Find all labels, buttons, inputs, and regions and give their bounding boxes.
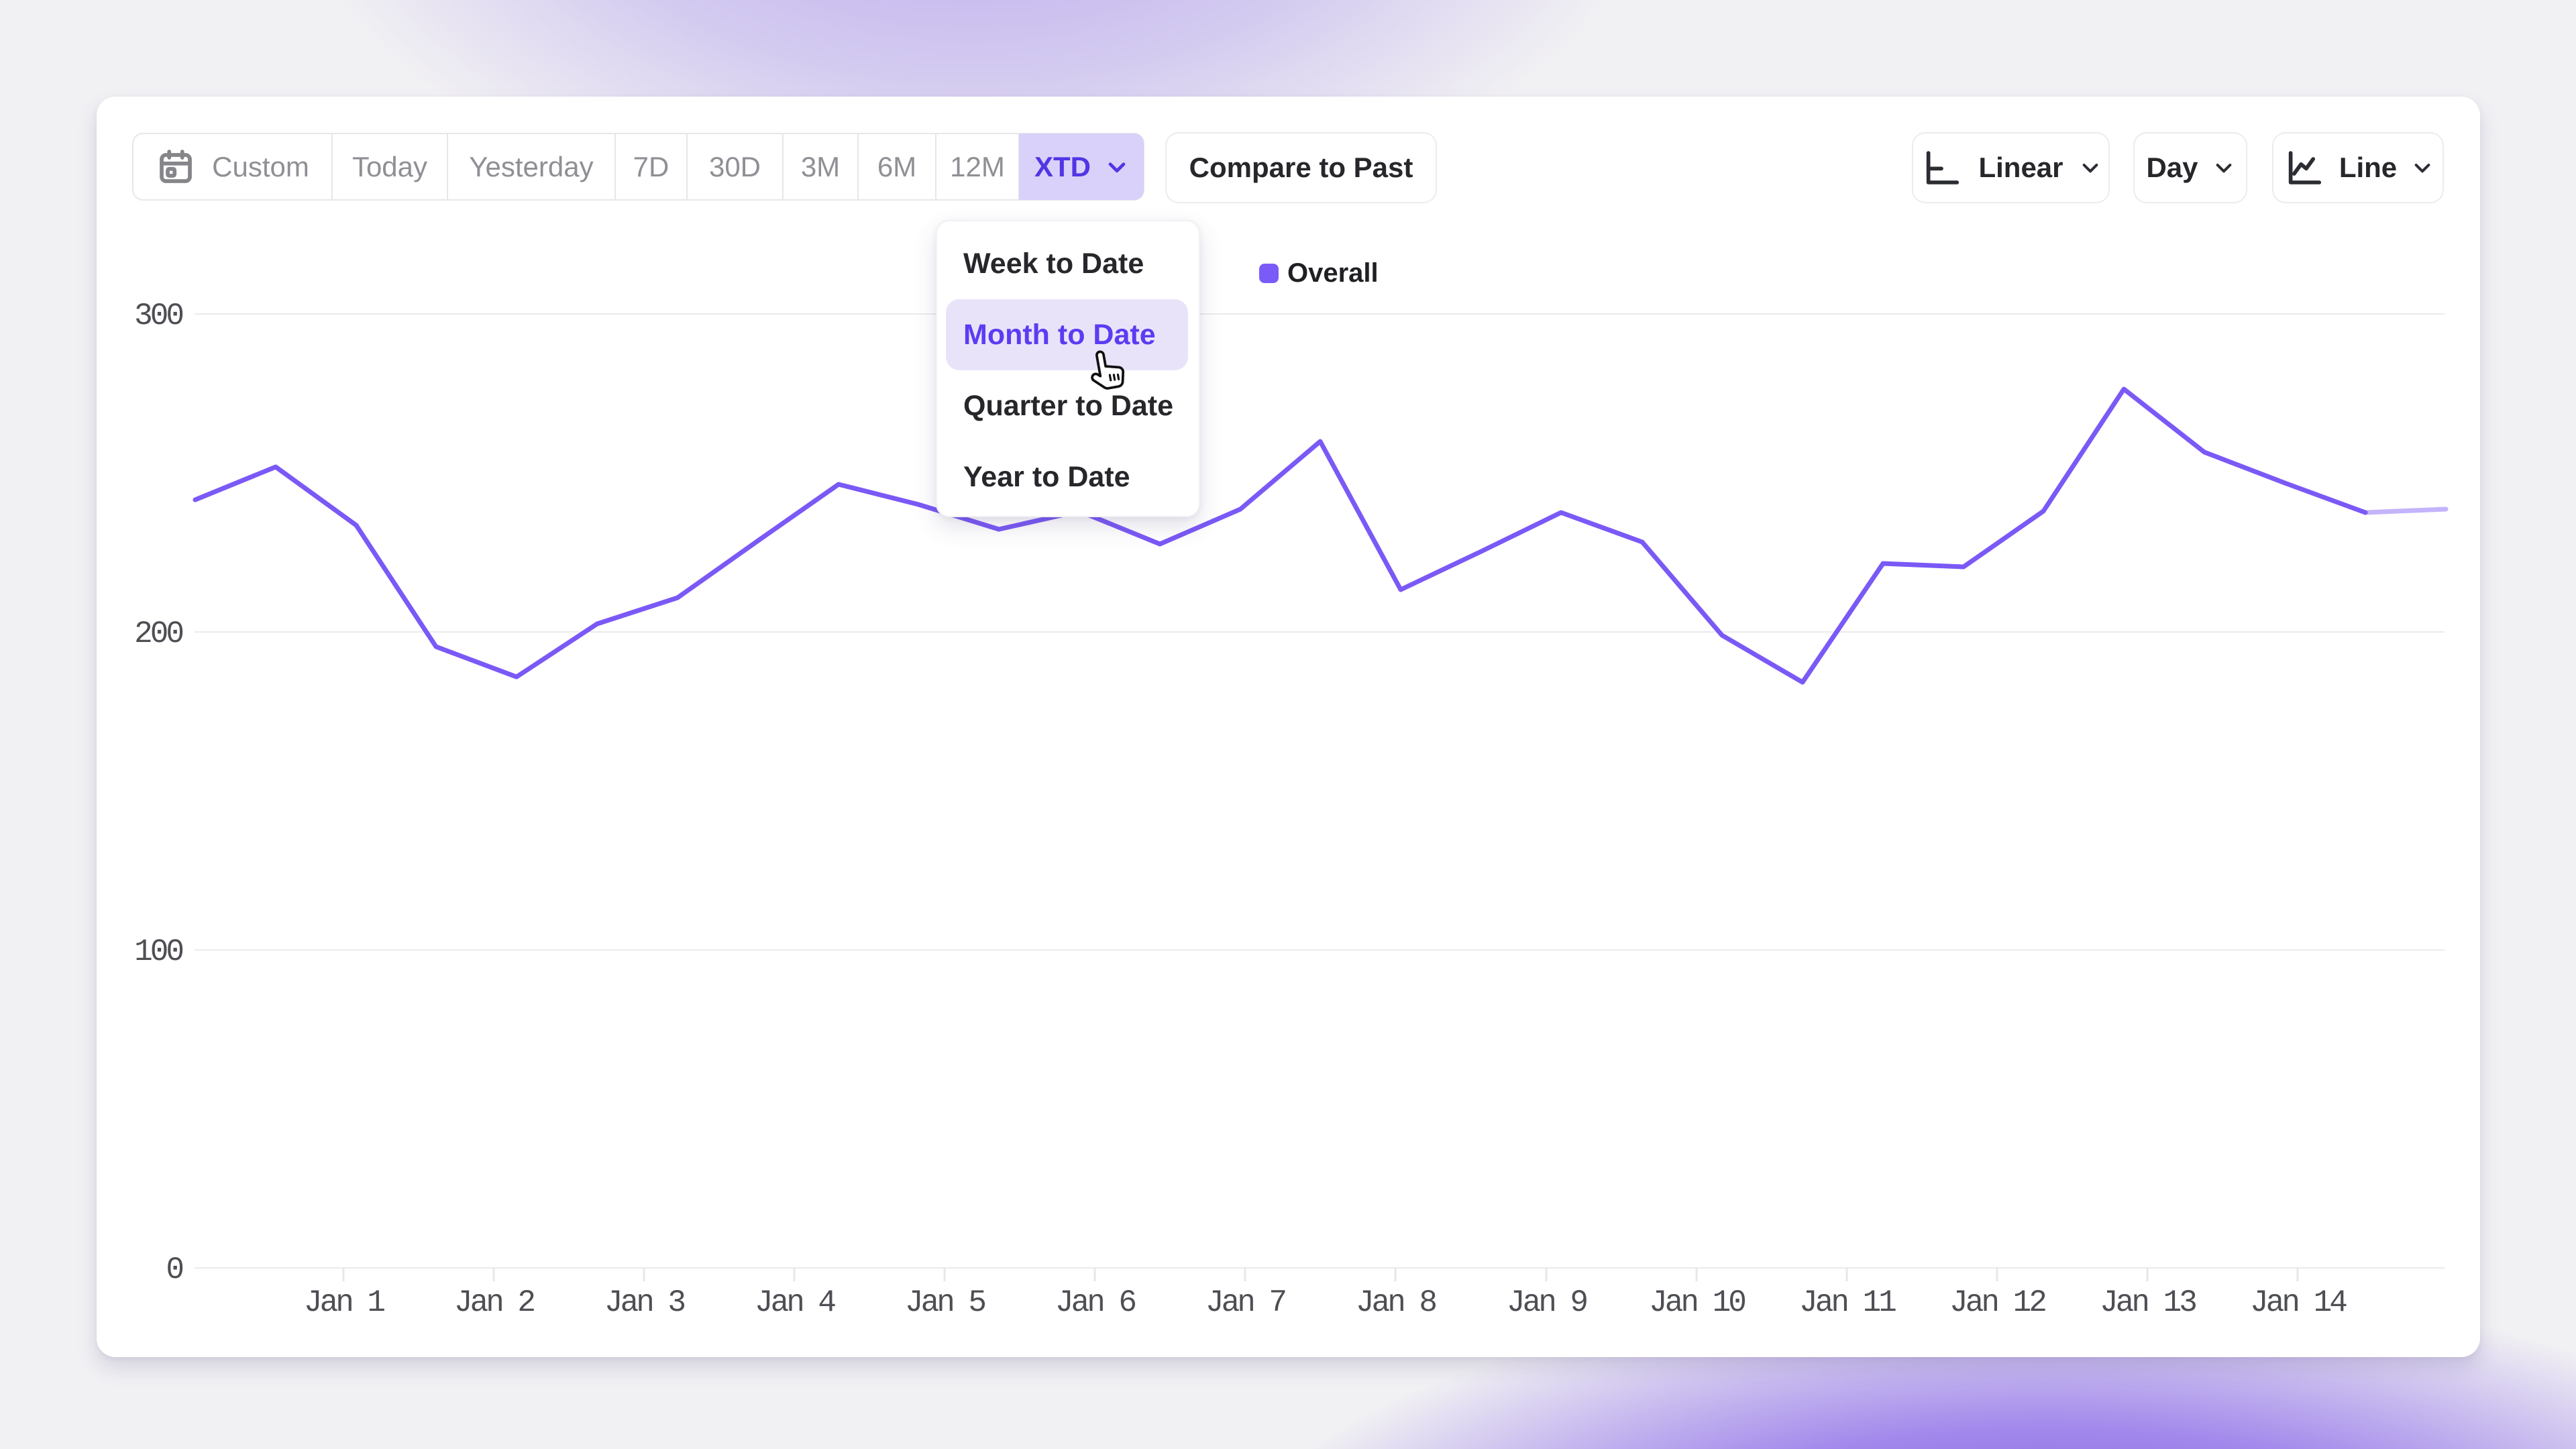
svg-text:Jan 4: Jan 4 [755, 1285, 835, 1320]
svg-text:0: 0 [166, 1252, 182, 1287]
svg-text:Jan 13: Jan 13 [2100, 1285, 2196, 1320]
svg-text:100: 100 [134, 934, 182, 969]
svg-text:Jan 5: Jan 5 [905, 1285, 985, 1320]
svg-text:Jan 9: Jan 9 [1507, 1285, 1587, 1320]
svg-text:Jan 2: Jan 2 [454, 1285, 534, 1320]
svg-text:Jan 8: Jan 8 [1356, 1285, 1436, 1320]
svg-text:200: 200 [134, 616, 182, 651]
svg-text:Jan 10: Jan 10 [1649, 1285, 1745, 1320]
svg-text:Jan 11: Jan 11 [1799, 1285, 1896, 1320]
svg-text:300: 300 [134, 299, 182, 333]
svg-text:Jan 6: Jan 6 [1055, 1285, 1135, 1320]
svg-text:Jan 3: Jan 3 [604, 1285, 684, 1320]
svg-text:Jan 7: Jan 7 [1205, 1285, 1285, 1320]
svg-text:Jan 14: Jan 14 [2250, 1285, 2347, 1320]
svg-text:Jan 1: Jan 1 [304, 1285, 384, 1320]
svg-text:Jan 12: Jan 12 [1949, 1285, 2045, 1320]
